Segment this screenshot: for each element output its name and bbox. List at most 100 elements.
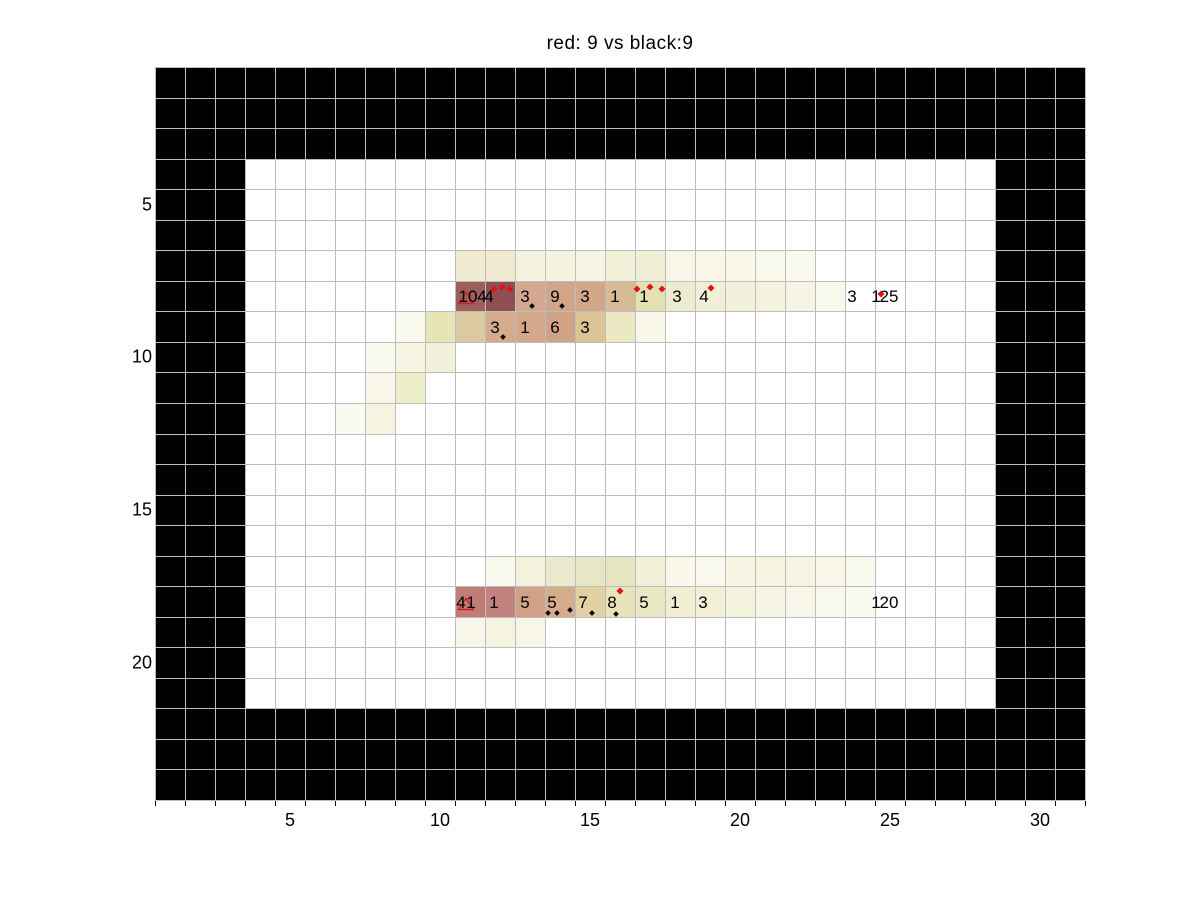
frame-cell <box>335 738 366 770</box>
frame-cell <box>395 128 426 160</box>
x-axis-tick <box>755 801 756 806</box>
frame-cell <box>605 769 636 801</box>
frame-cell <box>965 128 996 160</box>
frame-cell <box>545 128 576 160</box>
frame-cell <box>725 738 756 770</box>
heatmap-cell <box>755 555 786 587</box>
frame-cell <box>215 158 246 190</box>
frame-cell <box>755 769 786 801</box>
frame-cell <box>1055 97 1086 129</box>
frame-cell <box>335 708 366 740</box>
frame-cell <box>665 97 696 129</box>
y-tick-label: 10 <box>131 346 152 367</box>
frame-cell <box>215 128 246 160</box>
heatmap-cell <box>845 555 876 587</box>
frame-cell <box>1055 250 1086 282</box>
frame-cell <box>155 97 186 129</box>
frame-cell <box>245 738 276 770</box>
frame-cell <box>515 708 546 740</box>
frame-cell <box>155 158 186 190</box>
frame-cell <box>605 738 636 770</box>
frame-cell <box>275 67 306 99</box>
frame-cell <box>905 738 936 770</box>
frame-cell <box>785 708 816 740</box>
frame-cell <box>995 402 1026 434</box>
frame-cell <box>425 769 456 801</box>
frame-cell <box>695 67 726 99</box>
frame-cell <box>215 494 246 526</box>
frame-cell <box>665 769 696 801</box>
frame-cell <box>905 67 936 99</box>
frame-cell <box>185 647 216 679</box>
heatmap-cell <box>395 372 426 404</box>
frame-cell <box>1055 128 1086 160</box>
x-tick-label: 30 <box>1029 810 1051 830</box>
frame-cell <box>695 708 726 740</box>
frame-cell <box>755 128 786 160</box>
frame-cell <box>965 708 996 740</box>
frame-cell <box>1055 647 1086 679</box>
frame-cell <box>515 97 546 129</box>
frame-cell <box>1025 738 1056 770</box>
count-label: 25 <box>879 287 899 306</box>
frame-cell <box>515 67 546 99</box>
x-axis-tick <box>875 801 876 806</box>
frame-cell <box>845 97 876 129</box>
heatmap-cell <box>455 280 486 312</box>
x-axis-tick <box>935 801 936 806</box>
frame-cell <box>455 67 486 99</box>
frame-cell <box>185 586 216 618</box>
frame-cell <box>935 738 966 770</box>
frame-cell <box>935 97 966 129</box>
count-label: 3 <box>490 318 500 337</box>
frame-cell <box>725 708 756 740</box>
frame-cell <box>215 525 246 557</box>
frame-cell <box>845 769 876 801</box>
frame-cell <box>185 97 216 129</box>
count-label: 3 <box>847 287 857 306</box>
frame-cell <box>215 647 246 679</box>
frame-cell <box>185 311 216 343</box>
count-label: 3 <box>580 287 590 306</box>
count-label: 1 <box>639 287 649 306</box>
frame-cell <box>245 769 276 801</box>
x-axis-tick <box>395 801 396 806</box>
x-axis-tick <box>275 801 276 806</box>
frame-cell <box>905 708 936 740</box>
frame-cell <box>875 128 906 160</box>
x-axis-tick <box>995 801 996 806</box>
frame-cell <box>155 708 186 740</box>
frame-cell <box>185 555 216 587</box>
heatmap-cell <box>515 555 546 587</box>
red-triangle-marker <box>457 291 475 305</box>
heatmap-cell <box>455 311 486 343</box>
frame-cell <box>575 769 606 801</box>
frame-cell <box>575 128 606 160</box>
frame-cell <box>1055 189 1086 221</box>
frame-cell <box>455 738 486 770</box>
frame-cell <box>335 67 366 99</box>
frame-cell <box>995 158 1026 190</box>
heatmap-cell <box>485 586 516 618</box>
chart-title: red: 9 vs black:9 <box>546 33 694 54</box>
heatmap-cell <box>365 341 396 373</box>
count-label: 5 <box>520 593 530 612</box>
heatmap-cell <box>455 616 486 648</box>
frame-cell <box>725 97 756 129</box>
frame-cell <box>485 738 516 770</box>
count-label: 20 <box>879 593 899 612</box>
frame-cell <box>935 769 966 801</box>
frame-cell <box>425 708 456 740</box>
heatmap-cell <box>815 586 846 618</box>
frame-cell <box>845 128 876 160</box>
frame-cell <box>1055 372 1086 404</box>
frame-cell <box>635 128 666 160</box>
frame-cell <box>155 525 186 557</box>
frame-cell <box>305 97 336 129</box>
frame-cell <box>215 219 246 251</box>
frame-cell <box>785 128 816 160</box>
frame-cell <box>815 128 846 160</box>
x-axis-tick <box>815 801 816 806</box>
y-tick-label: 20 <box>131 652 152 673</box>
frame-cell <box>1025 494 1056 526</box>
